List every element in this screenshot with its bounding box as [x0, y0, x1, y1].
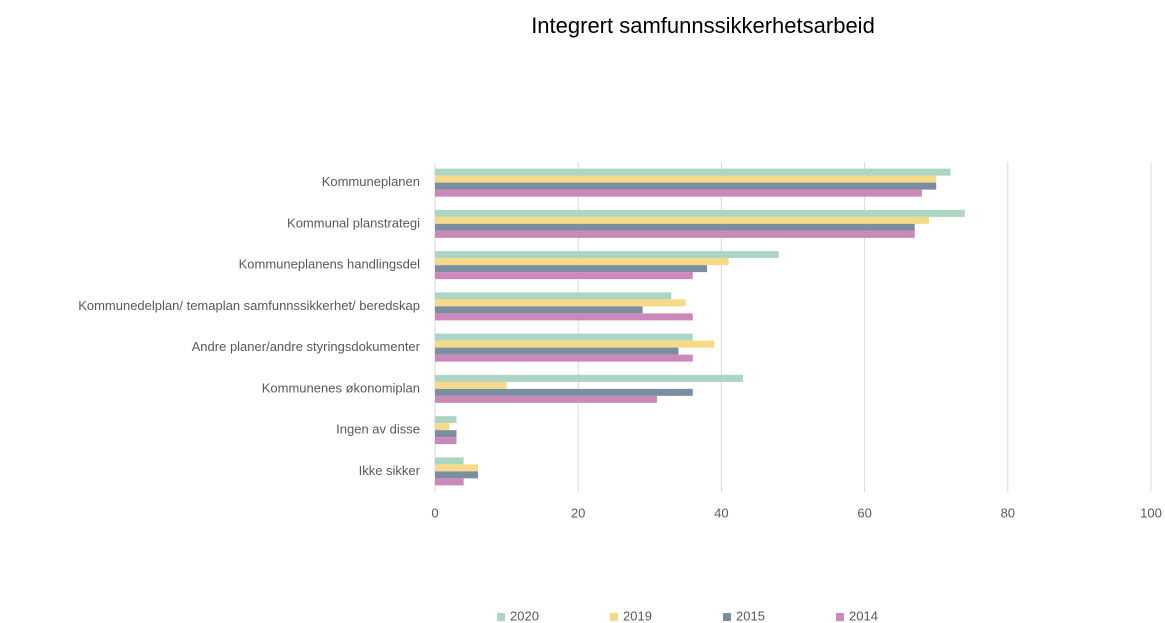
bar [435, 333, 693, 341]
y-tick-label: Kommunal planstrategi [287, 215, 420, 230]
bar [435, 168, 951, 176]
bar [435, 340, 715, 348]
legend-label: 2019 [623, 608, 652, 623]
bar [435, 189, 922, 197]
bar [435, 381, 507, 389]
bar [435, 464, 478, 472]
bar [435, 230, 915, 238]
bar [435, 313, 693, 321]
y-tick-label: Ikke sikker [359, 463, 421, 478]
bar [435, 388, 693, 396]
y-tick-label: Kommuneplanen [322, 174, 420, 189]
bar [435, 292, 672, 300]
bar [435, 430, 457, 438]
y-tick-label: Kommunedelplan/ temaplan samfunnssikkerh… [78, 298, 420, 313]
bar [435, 216, 930, 224]
bar [435, 258, 729, 266]
bar [435, 223, 915, 231]
bar [435, 272, 693, 280]
x-tick-label: 80 [1001, 505, 1015, 520]
bar [435, 416, 457, 424]
legend-label: 2014 [849, 608, 878, 623]
bar [435, 347, 679, 355]
bar [435, 251, 779, 259]
legend-swatch [610, 613, 618, 621]
y-tick-label: Kommuneplanens handlingsdel [239, 257, 421, 272]
bar [435, 182, 937, 190]
bar [435, 395, 657, 403]
y-tick-label: Kommunenes økonomiplan [262, 380, 420, 395]
chart-title: Integrert samfunnssikkerhetsarbeid [531, 13, 875, 38]
legend-swatch [723, 613, 731, 621]
legend-swatch [497, 613, 505, 621]
bar [435, 306, 643, 314]
bar [435, 478, 464, 486]
bar [435, 175, 937, 183]
bar [435, 471, 478, 479]
y-tick-label: Ingen av disse [336, 422, 420, 437]
bar [435, 265, 708, 273]
bar [435, 374, 743, 382]
bar [435, 299, 686, 307]
x-tick-label: 60 [857, 505, 871, 520]
legend-label: 2020 [510, 608, 539, 623]
x-tick-label: 0 [431, 505, 438, 520]
bar [435, 354, 693, 362]
x-tick-label: 20 [571, 505, 585, 520]
bar [435, 423, 450, 431]
bar [435, 437, 457, 445]
bar [435, 457, 464, 465]
legend-label: 2015 [736, 608, 765, 623]
x-tick-label: 40 [714, 505, 728, 520]
x-tick-label: 100 [1140, 505, 1162, 520]
legend-swatch [836, 613, 844, 621]
bar [435, 209, 965, 217]
y-tick-label: Andre planer/andre styringsdokumenter [192, 339, 421, 354]
